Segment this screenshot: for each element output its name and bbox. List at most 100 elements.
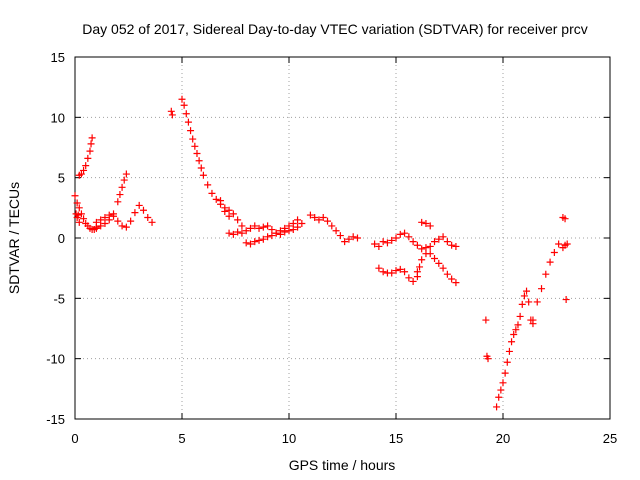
data-point [306, 211, 314, 219]
data-point [516, 312, 524, 320]
data-point [443, 238, 451, 246]
y-tick-label: 5 [58, 171, 65, 186]
data-point [114, 217, 122, 225]
data-point [439, 233, 447, 241]
data-point [484, 355, 492, 363]
data-point [413, 241, 421, 249]
data-point [246, 224, 254, 232]
data-point [229, 210, 237, 218]
data-point [221, 207, 229, 215]
data-point [212, 195, 220, 203]
data-point [452, 279, 460, 287]
data-point [101, 220, 109, 228]
data-point [561, 215, 569, 223]
data-point [268, 232, 276, 240]
x-tick-label: 0 [71, 431, 78, 446]
data-point [180, 101, 188, 109]
data-point [238, 222, 246, 230]
data-point [388, 269, 396, 277]
data-point [77, 170, 85, 178]
data-point [289, 220, 297, 228]
data-point [505, 347, 513, 355]
data-point [529, 316, 537, 324]
data-point [86, 147, 94, 155]
data-point [122, 170, 130, 178]
data-point [345, 235, 353, 243]
data-point [332, 227, 340, 235]
data-point [131, 209, 139, 217]
data-point [122, 223, 130, 231]
data-point [255, 224, 263, 232]
data-point [80, 166, 88, 174]
data-point [426, 242, 434, 250]
data-point [405, 274, 413, 282]
data-point [120, 176, 128, 184]
data-point [379, 268, 387, 276]
data-point [383, 239, 391, 247]
data-point [276, 230, 284, 238]
x-axis-label: GPS time / hours [289, 457, 396, 473]
data-point [388, 236, 396, 244]
data-point [435, 259, 443, 267]
data-point [448, 241, 456, 249]
data-point [110, 212, 118, 220]
data-point [88, 134, 96, 142]
chart-title: Day 052 of 2017, Sidereal Day-to-day VTE… [82, 21, 588, 37]
data-point [418, 218, 426, 226]
data-points [71, 95, 571, 411]
data-point [294, 223, 302, 231]
y-tick-label: -15 [46, 412, 65, 427]
data-point [178, 95, 186, 103]
axis-ticks: 0 5 10 15 20 25 -15 -10 -5 0 5 10 15 [46, 50, 617, 446]
data-point [497, 386, 505, 394]
data-point [84, 154, 92, 162]
data-point [416, 263, 424, 271]
data-point [435, 235, 443, 243]
x-tick-label: 10 [282, 431, 296, 446]
data-point [523, 287, 531, 295]
data-point [187, 127, 195, 135]
data-point [139, 206, 147, 214]
data-point [255, 236, 263, 244]
data-point [101, 213, 109, 221]
data-point [182, 110, 190, 118]
data-point [379, 238, 387, 246]
data-point [298, 220, 306, 228]
y-tick-label: 15 [51, 50, 65, 65]
data-point [268, 226, 276, 234]
data-point [538, 285, 546, 293]
data-point [495, 393, 503, 401]
data-point [234, 228, 242, 236]
y-tick-label: -10 [46, 352, 65, 367]
data-point [405, 233, 413, 241]
y-tick-label: 10 [51, 110, 65, 125]
data-point [294, 216, 302, 224]
data-point [208, 189, 216, 197]
data-point [311, 213, 319, 221]
data-point [114, 198, 122, 206]
data-point [443, 270, 451, 278]
data-point [259, 235, 267, 243]
data-point [264, 222, 272, 230]
x-tick-label: 15 [389, 431, 403, 446]
data-point [80, 215, 88, 223]
data-point [116, 191, 124, 199]
data-point [242, 239, 250, 247]
data-point [184, 118, 192, 126]
data-point [225, 206, 233, 214]
data-point [264, 233, 272, 241]
data-point [324, 217, 332, 225]
data-point [499, 379, 507, 387]
data-point [546, 258, 554, 266]
data-point [168, 111, 176, 119]
data-point [225, 212, 233, 220]
data-point [167, 107, 175, 115]
data-point [197, 164, 205, 172]
data-point [285, 227, 293, 235]
data-point [246, 240, 254, 248]
data-point [281, 228, 289, 236]
data-point [225, 229, 233, 237]
data-point [452, 242, 460, 250]
data-point [375, 264, 383, 272]
